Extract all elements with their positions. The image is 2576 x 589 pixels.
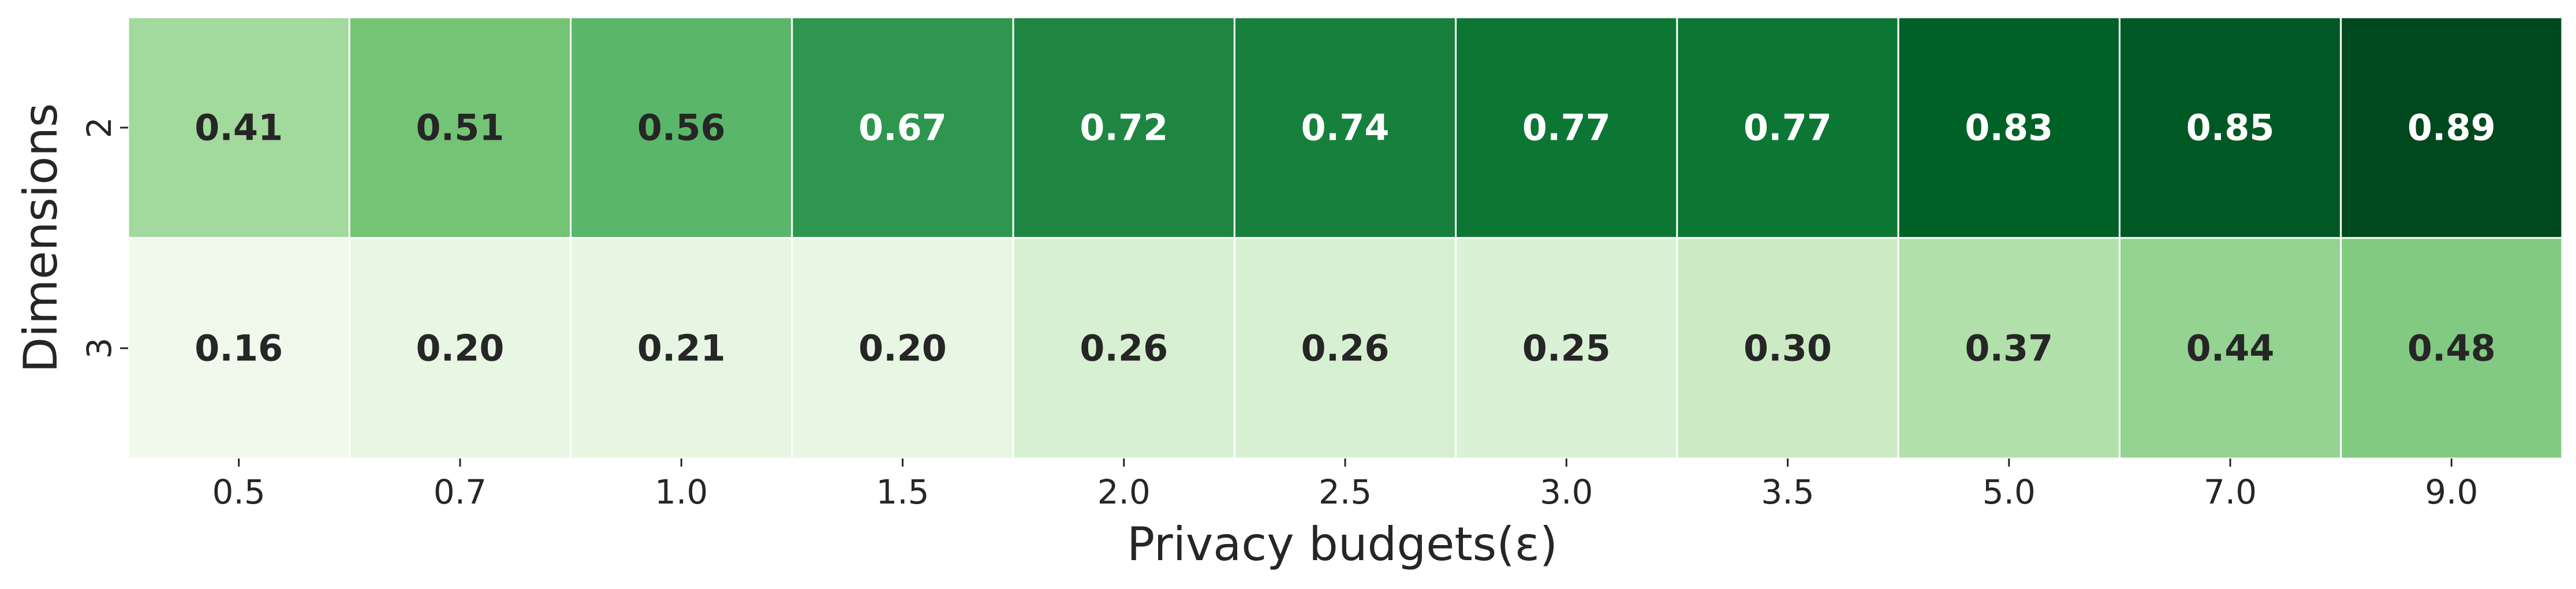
heatmap-cell-r0-c0 <box>127 16 350 239</box>
x-axis-ticks: 0.5 0.7 1.0 1.5 2.0 2.5 3.0 3.5 5.0 7.0 9.0 <box>212 458 2478 512</box>
heatmap-cell-label-r1-c0: 0.16 <box>195 327 283 370</box>
heatmap-cell-r1-c3 <box>791 237 1014 460</box>
heatmap-cell-r1-c1 <box>348 237 572 460</box>
heatmap-cell-label-r0-c3: 0.67 <box>858 107 947 149</box>
heatmap-cell-r1-c8 <box>1897 237 2120 460</box>
heatmap-cell-label-r1-c7: 0.30 <box>1744 327 1832 370</box>
heatmap-cell-r0-c5 <box>1233 16 1457 239</box>
heatmap-cell-label-r1-c6: 0.25 <box>1522 327 1611 370</box>
heatmap-cell-label-r1-c8: 0.37 <box>1965 327 2053 370</box>
heatmap-cell-label-r0-c5: 0.74 <box>1301 107 1390 149</box>
heatmap-cell-label-r0-c6: 0.77 <box>1522 107 1611 149</box>
y-axis-label: Dimensions <box>14 103 68 373</box>
heatmap-cell-r1-c2 <box>570 237 793 460</box>
heatmap-cell-label-r1-c4: 0.26 <box>1080 327 1168 370</box>
heatmap-cell-r0-c1 <box>348 16 572 239</box>
heatmap-cell-label-r1-c2: 0.21 <box>637 327 726 370</box>
x-tick-label-1: 0.7 <box>434 472 487 512</box>
heatmap-cell-r1-c4 <box>1012 237 1235 460</box>
heatmap-cell-label-r0-c1: 0.51 <box>416 107 504 149</box>
heatmap-cells <box>127 16 2563 460</box>
x-tick-label-8: 5.0 <box>1983 472 2036 512</box>
x-tick-label-7: 3.5 <box>1761 472 1814 512</box>
heatmap-cell-label-r0-c2: 0.56 <box>637 107 726 149</box>
heatmap-cell-r0-c7 <box>1676 16 1899 239</box>
heatmap-cell-r0-c9 <box>2118 16 2342 239</box>
x-tick-label-3: 1.5 <box>876 472 929 512</box>
heatmap-cell-label-r0-c0: 0.41 <box>195 107 283 149</box>
heatmap-cell-label-r1-c3: 0.20 <box>858 327 947 370</box>
x-tick-label-0: 0.5 <box>212 472 266 512</box>
heatmap-cell-r1-c0 <box>127 237 350 460</box>
heatmap-cell-r0-c2 <box>570 16 793 239</box>
y-tick-label-1: 3 <box>80 338 119 359</box>
x-tick-label-5: 2.5 <box>1319 472 1372 512</box>
x-tick-label-9: 7.0 <box>2204 472 2257 512</box>
heatmap-cell-label-r0-c9: 0.85 <box>2186 107 2275 149</box>
y-axis-ticks: 23 <box>80 117 128 359</box>
heatmap-cell-r0-c3 <box>791 16 1014 239</box>
heatmap-cell-r1-c6 <box>1455 237 1678 460</box>
heatmap-cell-label-r1-c10: 0.48 <box>2407 327 2496 370</box>
heatmap-cell-label-r0-c7: 0.77 <box>1744 107 1832 149</box>
heatmap-cell-r1-c7 <box>1676 237 1899 460</box>
heatmap-cell-r1-c5 <box>1233 237 1457 460</box>
heatmap-cell-label-r0-c10: 0.89 <box>2407 107 2496 149</box>
heatmap-cell-label-r0-c4: 0.72 <box>1080 107 1168 149</box>
x-tick-label-2: 1.0 <box>655 472 708 512</box>
x-axis-label: Privacy budgets(ε) <box>1127 517 1558 571</box>
heatmap-cell-r0-c10 <box>2340 16 2563 239</box>
x-tick-label-4: 2.0 <box>1097 472 1151 512</box>
y-tick-label-0: 2 <box>80 117 119 139</box>
x-tick-label-6: 3.0 <box>1540 472 1593 512</box>
heatmap-cell-r1-c10 <box>2340 237 2563 460</box>
heatmap-cell-label-r1-c9: 0.44 <box>2186 327 2275 370</box>
heatmap-cell-label-r0-c8: 0.83 <box>1965 107 2053 149</box>
heatmap-cell-r1-c9 <box>2118 237 2342 460</box>
heatmap-cell-label-r1-c1: 0.20 <box>416 327 504 370</box>
heatmap-cell-labels: 0.41 0.51 0.56 0.67 0.72 0.74 0.77 0.77 0.83 0.85… <box>195 107 2496 370</box>
heatmap-cell-r0-c4 <box>1012 16 1235 239</box>
x-tick-label-10: 9.0 <box>2425 472 2478 512</box>
heatmap-cell-label-r1-c5: 0.26 <box>1301 327 1390 370</box>
